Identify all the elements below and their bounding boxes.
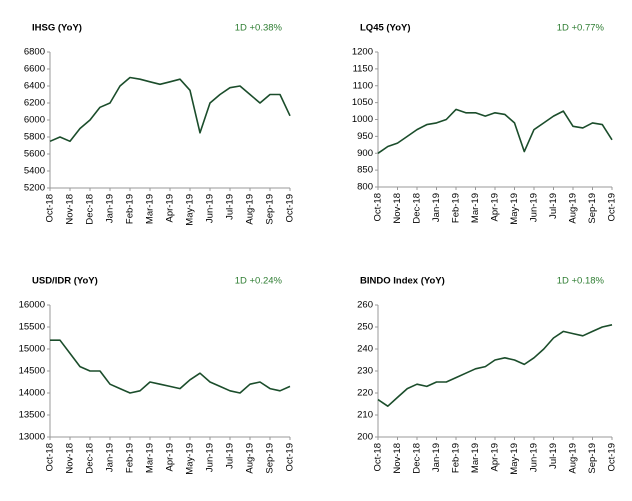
x-tick-label: Dec-18	[412, 443, 423, 474]
x-tick-label: Oct-19	[285, 443, 296, 472]
change-note: 1D +0.18%	[557, 276, 605, 287]
x-tick-label: Aug-19	[568, 443, 579, 474]
x-tick-label: Feb-19	[451, 193, 462, 223]
x-tick-label: May-19	[185, 443, 196, 475]
y-tick-label: 1050	[352, 97, 373, 108]
x-tick-label: Oct-19	[285, 194, 296, 223]
x-tick-label: Sep-19	[265, 443, 276, 474]
x-tick-label: Jan-19	[431, 193, 442, 222]
y-tick-label: 5200	[24, 183, 45, 194]
x-tick-label: Apr-19	[165, 443, 176, 472]
x-tick-label: Feb-19	[125, 443, 136, 473]
x-tick-label: Jul-19	[548, 193, 559, 219]
y-tick-label: 13500	[19, 410, 45, 421]
y-tick-label: 5400	[24, 166, 45, 177]
x-tick-label: Aug-19	[245, 443, 256, 474]
change-note: 1D +0.24%	[235, 276, 283, 287]
x-tick-label: Dec-18	[412, 193, 423, 224]
y-tick-label: 1150	[353, 63, 373, 74]
y-tick-label: 250	[357, 322, 373, 333]
x-tick-label: Jun-19	[205, 194, 216, 223]
x-tick-label: May-19	[509, 193, 520, 225]
x-tick-label: Feb-19	[451, 443, 462, 473]
chart-title: USD/IDR (YoY)	[32, 276, 98, 287]
y-tick-label: 230	[357, 366, 373, 377]
y-tick-label: 210	[357, 410, 373, 421]
x-tick-label: Feb-19	[125, 194, 136, 224]
x-tick-label: Jun-19	[205, 443, 216, 472]
x-tick-label: Oct-18	[45, 194, 56, 223]
x-tick-label: Jul-19	[225, 443, 236, 469]
x-tick-label: Oct-18	[45, 443, 56, 472]
y-tick-label: 260	[357, 300, 373, 311]
y-tick-label: 900	[357, 148, 373, 159]
x-tick-label: Nov-18	[65, 194, 76, 225]
x-tick-label: Jul-19	[548, 443, 559, 469]
data-line	[49, 76, 291, 143]
data-line	[377, 108, 613, 154]
x-tick-label: Oct-19	[607, 193, 618, 222]
x-tick-label: Jul-19	[225, 194, 236, 220]
x-tick-label: Jan-19	[105, 194, 116, 223]
y-tick-label: 6200	[24, 98, 45, 109]
x-tick-label: Dec-18	[85, 194, 96, 225]
data-line	[377, 324, 613, 407]
x-tick-label: May-19	[185, 194, 196, 226]
x-tick-label: Jun-19	[529, 193, 540, 222]
x-tick-label: Nov-18	[392, 443, 403, 474]
chart-title: IHSG (YoY)	[32, 23, 82, 34]
x-tick-label: Dec-18	[85, 443, 96, 474]
y-tick-label: 14500	[19, 366, 45, 377]
x-tick-label: Mar-19	[470, 443, 481, 473]
y-tick-label: 1000	[352, 114, 373, 125]
y-tick-label: 200	[357, 432, 373, 443]
x-tick-label: Aug-19	[245, 194, 256, 225]
y-tick-label: 240	[357, 344, 373, 355]
y-tick-label: 6600	[24, 64, 45, 75]
x-tick-label: Apr-19	[490, 443, 501, 472]
x-tick-label: Oct-18	[373, 443, 384, 472]
x-tick-label: Sep-19	[587, 443, 598, 474]
y-tick-label: 15000	[19, 344, 45, 355]
y-tick-label: 220	[357, 388, 373, 399]
data-line	[50, 339, 291, 394]
y-tick-label: 14000	[19, 388, 45, 399]
x-tick-label: Aug-19	[568, 193, 579, 224]
x-tick-label: Nov-18	[392, 193, 403, 224]
y-tick-label: 950	[357, 131, 373, 142]
x-tick-label: Apr-19	[490, 193, 501, 222]
x-tick-label: Sep-19	[587, 193, 598, 224]
x-tick-label: Mar-19	[145, 194, 156, 224]
y-tick-label: 1100	[353, 80, 373, 91]
chart-title: LQ45 (YoY)	[360, 23, 411, 34]
x-tick-label: Nov-18	[65, 443, 76, 474]
y-tick-label: 800	[357, 182, 373, 193]
x-tick-label: Oct-18	[373, 193, 384, 222]
y-tick-label: 13000	[19, 432, 45, 443]
x-tick-label: Mar-19	[145, 443, 156, 473]
x-tick-label: Oct-19	[607, 443, 618, 472]
y-tick-label: 5600	[24, 149, 45, 160]
chart-title: BINDO Index (YoY)	[360, 276, 445, 287]
y-tick-label: 16000	[19, 300, 45, 311]
x-tick-label: Sep-19	[265, 194, 276, 225]
x-tick-label: Jan-19	[105, 443, 116, 472]
x-tick-label: May-19	[509, 443, 520, 475]
x-tick-label: Apr-19	[165, 194, 176, 223]
y-tick-label: 6800	[24, 47, 45, 58]
x-tick-label: Mar-19	[470, 193, 481, 223]
y-tick-label: 15500	[19, 322, 45, 333]
y-tick-label: 1200	[352, 47, 373, 58]
x-tick-label: Jan-19	[431, 443, 442, 472]
change-note: 1D +0.77%	[557, 23, 605, 34]
change-note: 1D +0.38%	[235, 23, 283, 34]
y-tick-label: 5800	[24, 132, 45, 143]
y-tick-label: 850	[357, 165, 373, 176]
x-tick-label: Jun-19	[529, 443, 540, 472]
y-tick-label: 6400	[24, 81, 45, 92]
y-tick-label: 6000	[24, 115, 45, 126]
